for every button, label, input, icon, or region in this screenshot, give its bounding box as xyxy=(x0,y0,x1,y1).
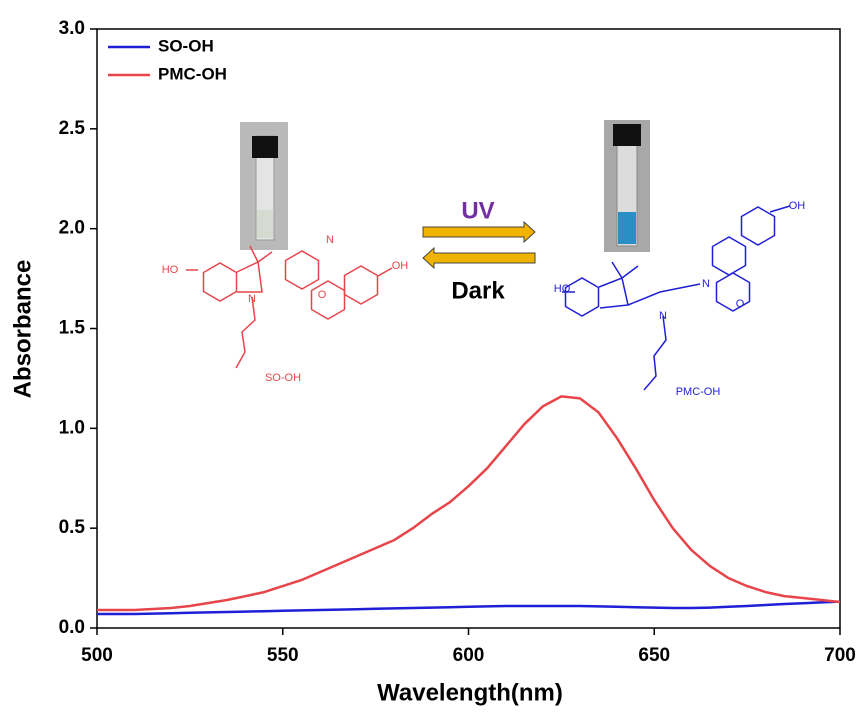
bond xyxy=(770,206,790,212)
ann-label: PMC-OH xyxy=(676,386,721,398)
ring xyxy=(312,281,345,319)
y-tick-label: 1.0 xyxy=(59,417,85,438)
ring xyxy=(717,273,750,311)
x-tick-label: 500 xyxy=(81,645,113,666)
plot-frame xyxy=(97,29,840,628)
y-tick-label: 0.5 xyxy=(59,517,86,538)
atom-label: N xyxy=(326,234,334,246)
bond xyxy=(599,278,628,308)
bond xyxy=(237,262,262,292)
x-axis-label: Wavelength(nm) xyxy=(377,679,563,706)
ring xyxy=(204,263,237,301)
atom-label: N xyxy=(702,278,710,290)
ann-uv: UV xyxy=(461,197,494,224)
arrows xyxy=(423,222,535,268)
atom-label: OH xyxy=(392,260,409,272)
y-tick-label: 1.5 xyxy=(59,318,86,339)
x-tick-label: 550 xyxy=(267,645,299,666)
x-tick-label: 650 xyxy=(638,645,670,666)
ring xyxy=(566,278,599,316)
ring xyxy=(286,251,319,289)
bond xyxy=(628,284,700,305)
legend-label: SO-OH xyxy=(158,36,214,55)
y-tick-label: 2.5 xyxy=(59,118,86,139)
y-tick-label: 2.0 xyxy=(59,218,85,239)
legend-label: PMC-OH xyxy=(158,64,227,83)
data-line xyxy=(97,396,840,610)
chart: Wavelength(nm) Absorbance UV Dark SO-OH PMC… xyxy=(0,0,863,716)
ring xyxy=(742,207,775,245)
ann-dark: Dark xyxy=(451,277,505,304)
y-tick-label: 0.0 xyxy=(59,617,85,638)
vial-right xyxy=(604,120,650,252)
bond xyxy=(236,297,255,368)
atom-label: HO xyxy=(162,264,179,276)
bond xyxy=(644,316,666,390)
bond xyxy=(378,268,392,276)
atom-label: HO xyxy=(554,283,571,295)
vial-left xyxy=(240,122,288,250)
atom-label: N xyxy=(248,293,256,305)
atom-label: O xyxy=(318,289,327,301)
y-axis-label: Absorbance xyxy=(9,260,36,399)
atom-label: N xyxy=(659,310,667,322)
atom-label: O xyxy=(736,298,745,310)
atom-label: OH xyxy=(789,200,806,212)
x-tick-label: 600 xyxy=(453,645,485,666)
ring xyxy=(713,237,746,275)
y-tick-label: 3.0 xyxy=(59,18,85,39)
bond xyxy=(612,262,638,278)
x-tick-label: 700 xyxy=(824,645,856,666)
ann-label: SO-OH xyxy=(265,372,301,384)
ring xyxy=(345,266,378,304)
